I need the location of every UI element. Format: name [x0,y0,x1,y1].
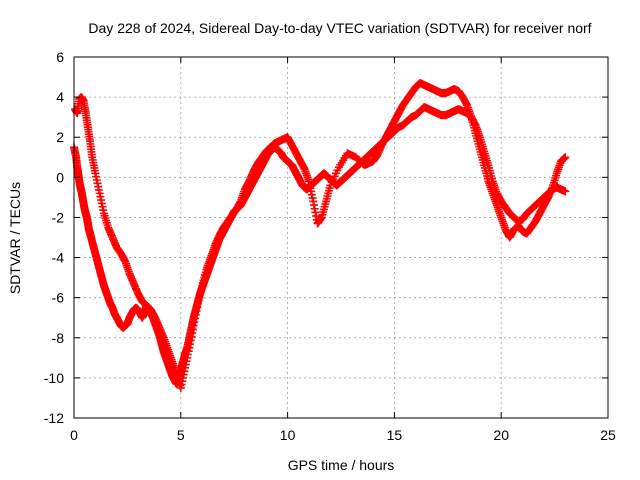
series-group [70,103,570,388]
data-point-marker [561,153,570,162]
x-tick-label: 25 [600,427,616,443]
y-tick-label: 0 [56,169,64,185]
x-tick-label: 5 [177,427,185,443]
x-tick-label: 20 [493,427,509,443]
y-tick-label: 6 [56,49,64,65]
y-tick-label: -8 [52,330,65,346]
y-tick-label: 4 [56,89,64,105]
x-tick-label: 10 [280,427,296,443]
x-tick-label: 15 [387,427,403,443]
y-axis-label: SDTVAR / TECUs [7,182,23,294]
y-tick-label: -12 [44,410,64,426]
data-series [70,79,570,392]
data-point-marker [561,187,570,196]
y-tick-label: -4 [52,250,65,266]
y-tick-label: -2 [52,209,65,225]
plot-frame [73,56,609,419]
x-tick-label: 0 [70,427,78,443]
y-tick-label: -10 [44,370,64,386]
chart-title: Day 228 of 2024, Sidereal Day-to-day VTE… [88,20,591,36]
axis-ticks: 0 5 10 15 20 25 -12 -10 -8 -6 -4 -2 0 2 4 6 [44,49,616,443]
y-tick-label: -6 [52,290,65,306]
series-group [71,79,570,392]
y-tick-label: 2 [56,129,64,145]
grid [74,57,608,418]
x-axis-label: GPS time / hours [288,457,395,473]
